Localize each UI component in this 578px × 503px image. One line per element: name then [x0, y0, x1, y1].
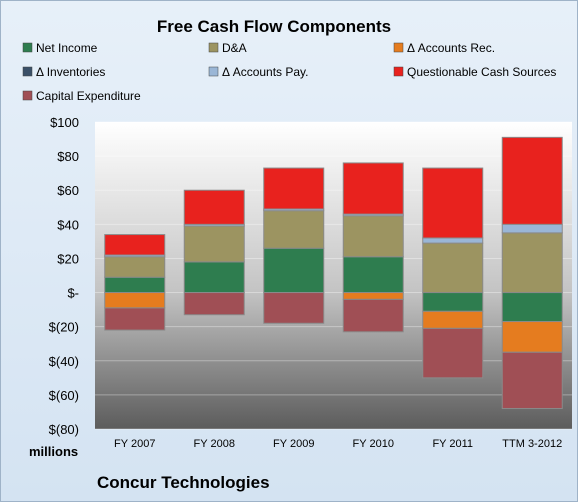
bar-segment [501, 223, 563, 234]
bar-segment [422, 237, 484, 244]
legend-label: Questionable Cash Sources [407, 65, 556, 79]
company-name: Concur Technologies [97, 473, 270, 492]
legend-swatch [22, 90, 33, 101]
x-tick-label: FY 2008 [194, 438, 235, 450]
chart-title: Free Cash Flow Components [157, 17, 391, 36]
x-axis: FY 2007 FY 2008 FY 2009 FY 2010 FY 2011 TTM 3… [114, 438, 562, 450]
bars [104, 136, 563, 410]
legend-label: Δ Accounts Rec. [407, 41, 495, 55]
legend-label: D&A [222, 41, 247, 55]
bar-segment [342, 256, 404, 294]
bar-segment [104, 234, 166, 256]
bar-segment [422, 327, 484, 379]
bar-segment [422, 167, 484, 239]
bar-segment [342, 215, 404, 258]
legend-swatch [22, 66, 33, 77]
y-tick-label: $80 [57, 149, 79, 164]
x-tick-label: TTM 3-2012 [502, 438, 562, 450]
y-tick-label: $20 [57, 251, 79, 266]
bar-segment [183, 292, 245, 316]
legend: Net Income D&A Δ Accounts Rec. Δ Inventorie… [22, 41, 556, 103]
unit-label: millions [29, 444, 78, 459]
bar-segment [342, 162, 404, 215]
bar-segment [263, 210, 325, 249]
legend-swatch [22, 42, 33, 53]
y-tick-label: $60 [57, 183, 79, 198]
y-tick-label: $(40) [49, 354, 79, 369]
bar-segment [501, 136, 563, 225]
bar-segment [263, 292, 325, 324]
bar-segment [263, 167, 325, 210]
x-tick-label: FY 2009 [273, 438, 314, 450]
x-tick-label: FY 2011 [432, 438, 473, 450]
gridlines [95, 121, 572, 430]
bar-segment [183, 261, 245, 294]
y-tick-label: $40 [57, 217, 79, 232]
legend-label: Net Income [36, 41, 98, 55]
bar-segment [104, 276, 166, 294]
y-tick-label: $(20) [49, 320, 79, 335]
bar-segment [501, 321, 563, 353]
bar-segment [501, 351, 563, 410]
bar-segment [263, 247, 325, 294]
legend-swatch [208, 42, 219, 53]
legend-label: Δ Inventories [36, 65, 105, 79]
bar-segment [501, 232, 563, 294]
y-tick-label: $- [67, 286, 79, 301]
legend-swatch [208, 66, 219, 77]
legend-swatch [393, 66, 404, 77]
bar-segment [501, 292, 563, 323]
bar-segment [104, 307, 166, 331]
bar-segment [422, 292, 484, 312]
bar-segment [183, 189, 245, 225]
bar-segment [422, 310, 484, 329]
y-tick-label: $100 [50, 115, 79, 130]
y-tick-label: $(60) [49, 388, 79, 403]
bar-segment [183, 225, 245, 263]
legend-swatch [393, 42, 404, 53]
y-tick-label: $(80) [49, 422, 79, 437]
bar-segment [104, 292, 166, 309]
x-tick-label: FY 2010 [353, 438, 394, 450]
plot-area [95, 122, 572, 429]
bar-segment [342, 292, 404, 300]
legend-label: Δ Accounts Pay. [222, 65, 309, 79]
y-axis: $(80) $(60) $(40) $(20) $- $20 $40 $60 $80 $100 [49, 115, 79, 437]
legend-label: Capital Expenditure [36, 89, 141, 103]
x-tick-label: FY 2007 [114, 438, 155, 450]
bar-segment [342, 298, 404, 333]
bar-segment [422, 242, 484, 294]
bar-segment [104, 256, 166, 278]
